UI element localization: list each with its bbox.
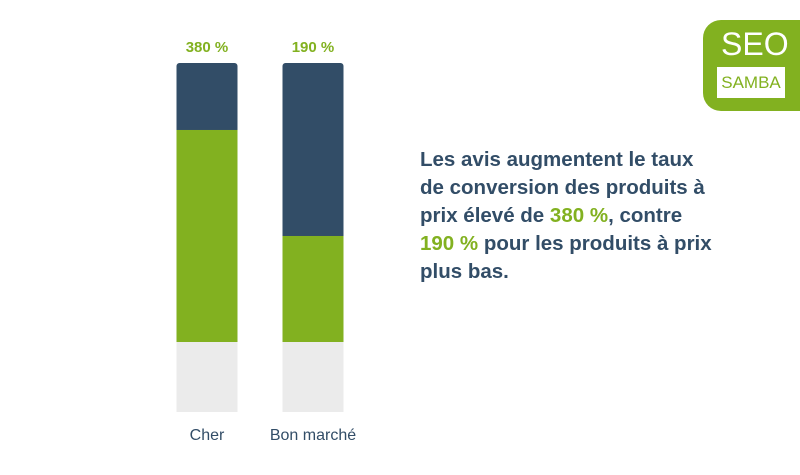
bar-value-label: 380 % (186, 39, 229, 56)
logo-seo-text: SEO (721, 26, 789, 62)
message-highlight-190: 190 % (420, 232, 479, 255)
seo-samba-logo: SEO SAMBA (703, 20, 800, 111)
bar-remainder (176, 63, 238, 133)
message-text-3: pour les produits à prix plus bas. (420, 232, 712, 283)
bar-remainder (282, 63, 344, 239)
bar-chart: 380 % Cher 190 % Bon marché (176, 39, 356, 444)
category-label: Cher (190, 427, 225, 444)
bar-value-label: 190 % (292, 39, 335, 56)
bar-base (176, 342, 238, 412)
bar-value (282, 235, 344, 342)
logo-samba-text: SAMBA (717, 67, 785, 98)
category-label: Bon marché (270, 427, 356, 444)
message-highlight-380: 380 % (549, 204, 609, 227)
message-text-1: Les avis augmentent le taux de conversio… (420, 148, 705, 227)
bar-base (282, 342, 344, 412)
conversion-message: Les avis augmentent le taux de conversio… (420, 146, 720, 286)
bar-value (176, 129, 238, 342)
message-text-2: , contre (608, 204, 683, 227)
